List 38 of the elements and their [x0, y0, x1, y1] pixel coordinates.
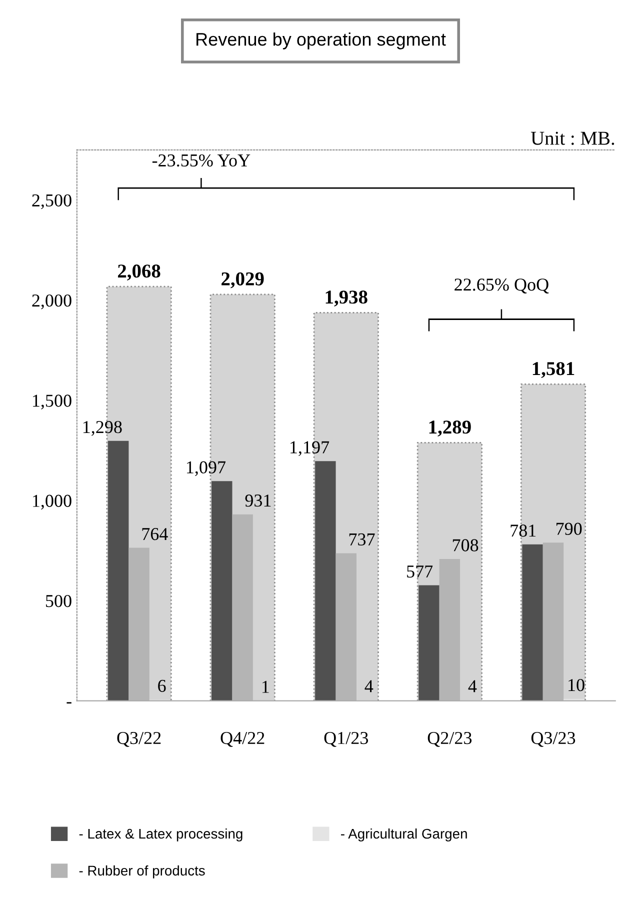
y-tick-label: 1,500: [33, 394, 72, 410]
data-label: 6: [158, 680, 166, 692]
data-label: 1,938: [326, 290, 368, 306]
data-label: 4: [468, 680, 477, 692]
x-tick-label: Q3/23: [531, 732, 576, 747]
legend-label: - Agricultural Gargen: [341, 828, 467, 842]
x-tick-label: Q3/22: [117, 732, 161, 747]
data-label: 708: [452, 539, 478, 552]
data-label: 931: [245, 494, 271, 507]
annotation: -23.55% YoY: [152, 154, 250, 167]
y-tick-label: 2,000: [32, 294, 72, 310]
data-label: 781: [510, 524, 536, 537]
data-label: 1,289: [429, 420, 471, 436]
data-label: 2,068: [118, 264, 160, 280]
annotation: 22.65% QoQ: [454, 278, 549, 294]
data-label: 2,029: [222, 272, 264, 288]
legend-label: - Rubber of products: [79, 865, 205, 878]
legend-label: - Latex & Latex processing: [79, 828, 242, 842]
data-label: 790: [556, 522, 582, 535]
data-label: 577: [407, 566, 433, 578]
text: Unit : MB.: [530, 132, 614, 145]
x-tick-label: Q4/22: [220, 732, 264, 747]
data-label: 1,581: [532, 362, 574, 378]
chart-title: Revenue by operation segment: [196, 32, 446, 50]
x-tick-label: Q1/23: [324, 732, 368, 747]
y-tick-label: -: [66, 702, 72, 704]
data-label: 4: [364, 680, 374, 692]
data-label: 1,197: [290, 441, 330, 456]
y-tick-label: 500: [46, 594, 72, 608]
y-tick-label: 1,000: [33, 494, 72, 510]
data-label: 1,097: [186, 461, 226, 476]
x-tick-label: Q2/23: [428, 732, 472, 747]
data-label: 1,298: [83, 420, 122, 436]
data-label: 10: [568, 678, 584, 692]
y-tick-label: 2,500: [32, 194, 72, 210]
data-label: 764: [142, 528, 168, 540]
data-label: 1: [262, 680, 269, 693]
data-label: 737: [349, 533, 375, 546]
